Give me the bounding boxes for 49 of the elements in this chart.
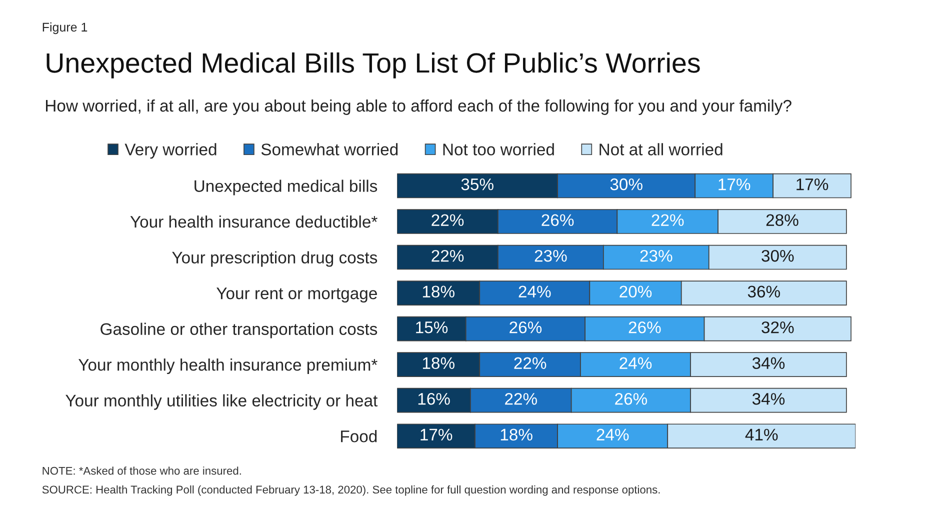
data-label: 30%	[610, 178, 642, 190]
data-label: 30%	[762, 250, 794, 262]
data-label: 22%	[652, 214, 684, 226]
y-tick-label: Unexpected medical bills	[194, 180, 378, 196]
y-tick-label: Food	[341, 430, 377, 442]
data-label: 22%	[432, 214, 464, 226]
data-label: 34%	[752, 357, 785, 370]
data-label: 20%	[620, 286, 652, 298]
data-label: 41%	[745, 428, 778, 440]
data-label: 24%	[518, 286, 551, 298]
data-label: 23%	[640, 250, 672, 262]
y-tick-label: Your monthly utilities like electricity or heat	[66, 394, 378, 410]
data-label: 22%	[505, 392, 537, 405]
data-label: 24%	[620, 357, 652, 369]
data-label: 36%	[748, 286, 780, 298]
data-label: 32%	[762, 321, 794, 334]
source-note: SOURCE: Health Tracking Poll (conducted February 13-18, 2020). See topline for full question wording and response options.	[42, 485, 660, 496]
data-label: 26%	[628, 321, 661, 334]
data-label: 15%	[416, 322, 448, 334]
data-label: 28%	[766, 214, 798, 226]
data-label: 23%	[534, 250, 567, 262]
data-label: 35%	[461, 178, 494, 190]
y-tick-label: Your prescription drug costs	[172, 251, 378, 267]
legend-label: Somewhat worried	[261, 143, 398, 156]
data-label: 17%	[796, 178, 828, 190]
legend-label: Not too worried	[443, 143, 554, 156]
data-label: 17%	[718, 178, 750, 190]
data-label: 22%	[432, 250, 464, 262]
data-label: 18%	[500, 428, 532, 441]
legend-label: Very worried	[124, 143, 216, 159]
data-label: 16%	[418, 392, 450, 405]
data-label: 18%	[422, 286, 454, 298]
data-label: 34%	[752, 392, 785, 405]
data-label: 26%	[542, 214, 574, 226]
y-tick-label: Gasoline or other transportation costs	[100, 322, 378, 338]
data-label: 22%	[514, 357, 546, 369]
data-label: 17%	[420, 428, 452, 440]
y-tick-label: Your rent or mortgage	[216, 288, 377, 303]
chart-title: Unexpected Medical Bills Top List Of Public’s Worries	[46, 52, 700, 78]
y-tick-label: Your health insurance deductible*	[130, 215, 378, 228]
caption: Figure 1	[42, 22, 88, 34]
chart-subtitle: How worried, if at all, are you about being able to afford each of the following for you and your family?	[46, 99, 792, 115]
legend-label: Not at all worried	[600, 143, 722, 156]
data-label: 26%	[615, 392, 648, 405]
y-tick-label: Your monthly health insurance premium*	[78, 358, 378, 374]
data-label: 26%	[510, 321, 542, 334]
text: NOTE: *Asked of those who are insured.	[42, 466, 241, 475]
data-label: 18%	[422, 357, 454, 370]
data-label: 24%	[596, 428, 629, 440]
